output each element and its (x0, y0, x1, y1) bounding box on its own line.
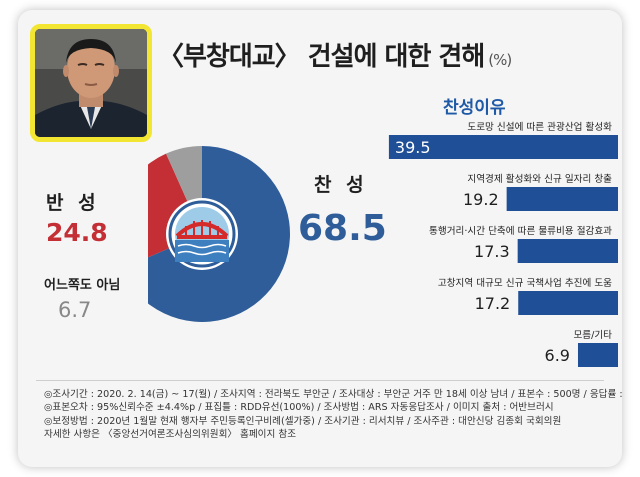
bar (517, 239, 618, 263)
chart-title-text: 〈부창대교〉 건설에 대한 견해 (158, 42, 485, 72)
bar-value-label: 17.2 (475, 294, 511, 313)
bar (506, 187, 618, 211)
bar-category-label: 도로망 신설에 따른 관광산업 활성화 (467, 121, 612, 133)
pie-chart-svg (114, 146, 290, 322)
bar-value-label: 17.3 (474, 242, 510, 261)
bar-value-label: 6.9 (545, 346, 570, 365)
footnote-divider (36, 380, 604, 381)
chart-unit: (%) (488, 51, 512, 69)
footnote-line-1: ◎조사기간 : 2020. 2. 14(금) ~ 17(월) / 조사지역 : … (44, 389, 622, 400)
footnote-line-4: 자세한 사항은 〈중앙선거여론조사심의위원회〉 홈페이지 참조 (44, 429, 297, 441)
chart-title: 〈부창대교〉 건설에 대한 견해 (%) (158, 36, 512, 73)
bar-chart-svg: 도로망 신설에 따른 관광산업 활성화 39.5 지역경제 활성화와 신규 일자리 … (388, 121, 618, 367)
bar-category-label: 지역경제 활성화와 신규 일자리 창출 (467, 173, 612, 185)
footnote-line-3: ◎보정방법 : 2020년 1월말 현재 행자부 주민등록인구비례(셀가중) /… (44, 415, 562, 427)
pie-label-neutral: 어느쪽도 아님 (44, 278, 121, 293)
bar (388, 135, 618, 159)
bar-chart-title: 찬성이유 (443, 98, 506, 118)
bar-category-label: 통행거리·시간 단축에 따른 물류비용 절감효과 (429, 225, 612, 237)
portrait-photo (30, 24, 152, 142)
footnote-line-2: ◎표본오차 : 95%신뢰수준 ±4.4%p / 표집틀 : RDD유선(100… (44, 402, 554, 414)
portrait-illustration (35, 29, 147, 137)
pie-chart (114, 136, 308, 350)
bar-value-label: 19.2 (463, 190, 499, 209)
bar-category-label: 고창지역 대규모 신규 국책사업 추진에 도움 (438, 277, 612, 289)
pie-label-agree: 찬 성 (314, 174, 368, 196)
pie-value-disagree: 24.8 (46, 218, 108, 247)
bar-category-label: 모름/기타 (573, 330, 612, 341)
bar (518, 291, 618, 315)
infographic-card: 〈부창대교〉 건설에 대한 견해 (%) 반 성 24.8 어느쪽도 아님 6.7… (18, 10, 622, 467)
footnote: ◎조사기간 : 2020. 2. 14(금) ~ 17(월) / 조사지역 : … (44, 388, 622, 442)
pie-value-agree: 68.5 (298, 208, 387, 249)
pie-value-neutral: 6.7 (58, 298, 92, 322)
pie-label-disagree: 반 성 (46, 192, 100, 214)
bridge-icon (168, 200, 236, 268)
bar-chart: 도로망 신설에 따른 관광산업 활성화 39.5 지역경제 활성화와 신규 일자리 … (368, 120, 618, 380)
bar (577, 343, 618, 367)
bar-value-label: 39.5 (395, 138, 431, 157)
